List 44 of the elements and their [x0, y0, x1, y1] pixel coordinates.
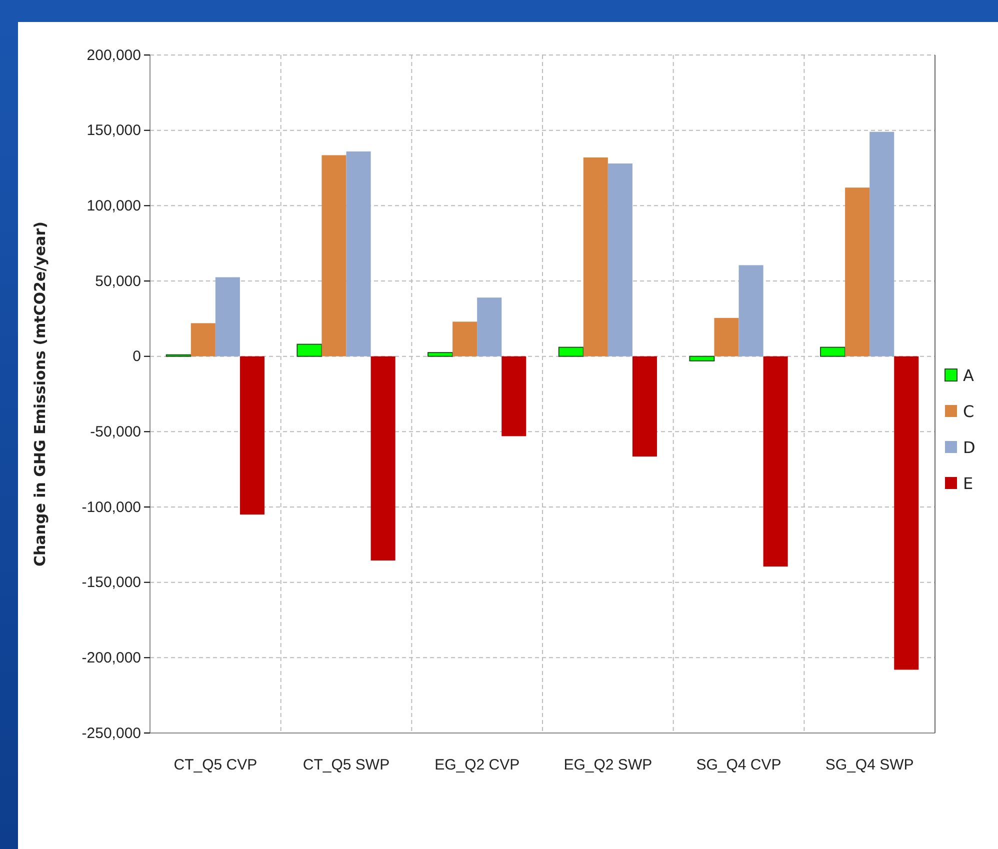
y-tick-label: -100,000: [82, 498, 141, 516]
legend-label: C: [963, 402, 974, 421]
y-tick-label: 0: [132, 348, 141, 366]
bar: [370, 356, 396, 560]
x-tick-label: EG_Q2 CVP: [434, 756, 520, 774]
bar: [558, 346, 584, 357]
y-tick-label: -150,000: [82, 574, 141, 592]
bar: [428, 352, 454, 357]
bar: [322, 155, 346, 356]
bar: [502, 356, 526, 436]
legend-label: E: [963, 474, 974, 493]
legend-label: A: [963, 366, 974, 385]
bar: [240, 356, 264, 515]
bar: [870, 132, 894, 356]
bar: [632, 356, 657, 457]
y-tick-label: -250,000: [82, 724, 141, 742]
bar: [894, 356, 919, 670]
y-tick-label: 150,000: [86, 122, 141, 140]
y-tick-label: 200,000: [86, 46, 141, 64]
bar: [583, 157, 608, 356]
x-tick-label: EG_Q2 SWP: [564, 756, 652, 774]
y-tick-label: 50,000: [95, 272, 141, 290]
legend-label: D: [963, 438, 976, 457]
bar: [738, 265, 764, 356]
bar: [477, 298, 502, 356]
x-tick-label: SG_Q4 SWP: [825, 756, 914, 774]
y-tick-label: -50,000: [90, 423, 141, 440]
y-tick-label: 100,000: [86, 197, 141, 214]
bar: [452, 322, 478, 356]
x-tick-label: CT_Q5 CVP: [174, 756, 258, 774]
bar: [215, 277, 240, 356]
bar: [296, 344, 322, 357]
bar: [820, 346, 846, 357]
x-tick-label: CT_Q5 SWP: [302, 756, 390, 774]
bar: [346, 151, 371, 356]
bar: [190, 323, 216, 356]
bar: [689, 356, 715, 362]
x-tick-label: SG_Q4 CVP: [696, 756, 782, 774]
bar: [714, 318, 739, 356]
y-axis-title: Change in GHG Emissions (mtCO2e/year): [31, 221, 49, 567]
y-tick-label: -200,000: [82, 649, 141, 666]
bar: [608, 163, 632, 356]
bar: [763, 356, 788, 567]
bar: [845, 188, 870, 356]
